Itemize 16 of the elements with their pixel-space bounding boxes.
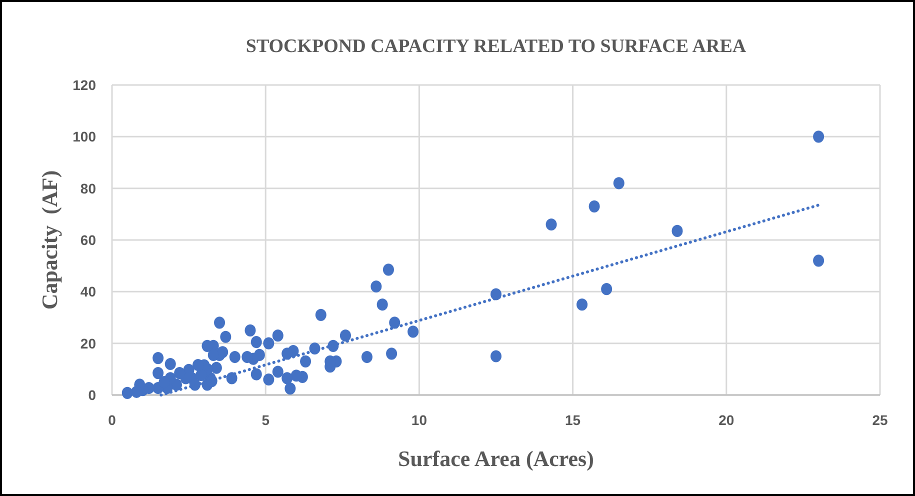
y-tick-label: 80 xyxy=(80,180,96,196)
y-tick-label: 0 xyxy=(88,387,96,403)
y-tick-label: 100 xyxy=(72,128,96,145)
x-tick-label: 5 xyxy=(262,412,270,428)
y-tick-label: 60 xyxy=(80,232,96,248)
x-axis-title: Surface Area (Acres) xyxy=(398,446,594,471)
x-tick-label: 10 xyxy=(411,412,428,428)
y-axis-title: Capacity (AF) xyxy=(37,170,62,310)
x-tick-label: 20 xyxy=(718,412,734,428)
y-tick-label: 20 xyxy=(80,335,96,352)
x-tick-label: 25 xyxy=(872,412,888,428)
chart-title: STOCKPOND CAPACITY RELATED TO SURFACE AREA xyxy=(246,36,746,57)
y-tick-label: 40 xyxy=(80,284,96,300)
y-tick-label: 120 xyxy=(72,77,96,93)
x-tick-label: 15 xyxy=(565,412,581,428)
x-tick-label: 0 xyxy=(108,412,116,428)
